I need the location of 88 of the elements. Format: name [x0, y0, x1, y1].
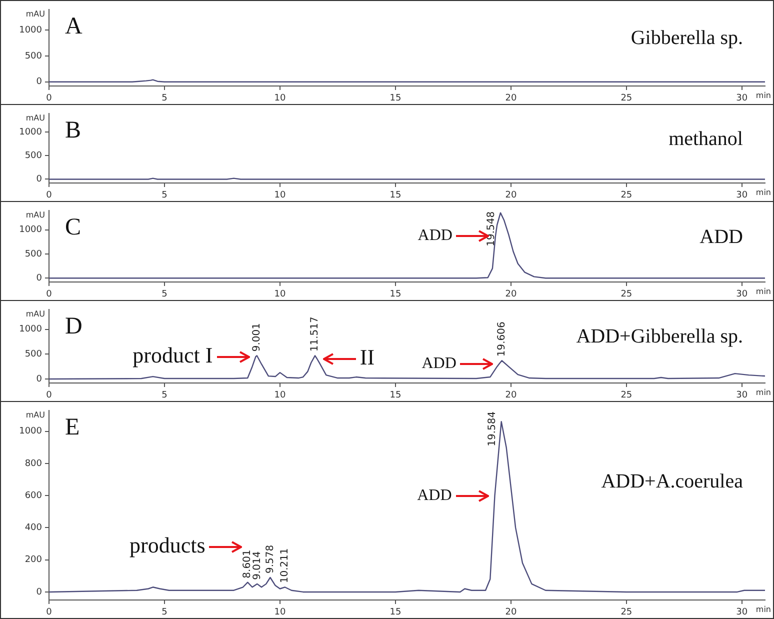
y-tick-label: 500	[24, 350, 42, 360]
y-tick-label: 0	[36, 77, 42, 88]
y-tick-label: 500	[24, 249, 42, 260]
y-tick-label: 600	[24, 490, 42, 501]
x-tick-label: 20	[505, 390, 517, 401]
chart-title: A	[65, 14, 83, 40]
chart-title: D	[65, 314, 82, 340]
text: methanol	[668, 128, 744, 150]
x-tick-label: 10	[274, 94, 286, 104]
x-tick-label: 20	[505, 290, 517, 300]
x-axis-title: min	[756, 605, 771, 614]
x-tick-label: 10	[274, 608, 286, 618]
x-tick-label: 20	[505, 94, 517, 104]
x-tick-label: 25	[620, 94, 632, 104]
annotation: 11.517	[310, 316, 321, 352]
annotation: 9.014	[252, 551, 263, 580]
y-axis-title: mAU	[26, 9, 46, 18]
y-tick-label: 1000	[19, 225, 42, 236]
x-tick-label: 0	[46, 608, 52, 618]
text: ADD+Gibberella sp.	[576, 326, 743, 348]
annotation: 19.606	[496, 322, 508, 357]
x-tick-label: 25	[620, 290, 632, 300]
text: Gibberella sp.	[630, 26, 743, 49]
y-axis-title: mAU	[26, 113, 46, 122]
annotation: products	[130, 532, 206, 558]
x-tick-label: 0	[46, 94, 52, 104]
x-tick-label: 0	[46, 390, 52, 401]
x-tick-label: 5	[162, 190, 168, 201]
annotation: ADD	[418, 227, 452, 244]
y-tick-label: 0	[36, 174, 42, 185]
annotation: 9.001	[251, 323, 262, 352]
y-tick-label: 500	[24, 151, 42, 162]
text: ADD	[700, 226, 743, 248]
x-tick-label: 15	[390, 290, 402, 300]
x-axis-title: min	[756, 388, 771, 398]
y-tick-label: 200	[24, 555, 42, 566]
x-tick-label: 30	[736, 608, 748, 618]
annotation: ADD	[422, 354, 456, 372]
x-tick-label: 15	[390, 94, 402, 104]
y-tick-label: 1000	[19, 128, 42, 138]
x-tick-label: 5	[162, 390, 168, 401]
annotation: ADD	[417, 486, 452, 504]
annotation: II	[360, 344, 375, 370]
x-tick-label: 5	[162, 608, 168, 618]
chart-title: C	[65, 214, 82, 241]
annotation: product I	[132, 342, 213, 368]
y-tick-label: 800	[24, 458, 42, 469]
y-tick-label: 1000	[19, 426, 42, 437]
y-tick-label: 0	[36, 273, 42, 284]
x-tick-label: 25	[620, 390, 632, 401]
y-tick-label: 400	[24, 523, 42, 534]
y-tick-label: 0	[36, 587, 42, 598]
annotation: 19.584	[486, 411, 498, 446]
x-tick-label: 10	[274, 290, 286, 300]
y-tick-label: 1000	[19, 324, 42, 335]
x-axis-title: min	[756, 188, 771, 198]
x-tick-label: 30	[736, 190, 748, 201]
annotation: 8.601	[242, 550, 254, 578]
x-tick-label: 15	[390, 190, 402, 201]
x-axis-title: min	[756, 287, 771, 296]
x-tick-label: 15	[390, 608, 402, 618]
x-tick-label: 20	[505, 190, 517, 201]
y-tick-label: 0	[36, 374, 42, 384]
x-tick-label: 5	[162, 290, 168, 300]
x-tick-label: 30	[736, 390, 748, 401]
x-tick-label: 15	[390, 390, 402, 401]
annotation: 9.578	[264, 544, 276, 574]
y-tick-label: 1000	[19, 25, 42, 36]
x-tick-label: 20	[505, 608, 517, 618]
y-tick-label: 500	[24, 51, 42, 62]
x-tick-label: 30	[736, 94, 748, 104]
x-tick-label: 0	[46, 290, 52, 300]
x-tick-label: 10	[274, 390, 286, 401]
chart-title: B	[65, 118, 82, 144]
x-axis-title: min	[756, 91, 771, 100]
x-tick-label: 30	[736, 290, 748, 300]
annotation: 10.211	[279, 548, 290, 584]
chart-title: E	[65, 414, 80, 441]
x-tick-label: 0	[46, 190, 52, 201]
y-axis-title: mAU	[26, 210, 46, 220]
annotation: 19.548	[486, 211, 498, 246]
y-axis-title: mAU	[26, 410, 46, 420]
x-tick-label: 25	[620, 608, 632, 618]
x-tick-label: 10	[274, 190, 286, 201]
text: ADD+A.coerulea	[601, 470, 744, 493]
x-tick-label: 5	[162, 94, 168, 104]
y-axis-title: mAU	[26, 309, 46, 318]
x-tick-label: 25	[620, 190, 632, 201]
